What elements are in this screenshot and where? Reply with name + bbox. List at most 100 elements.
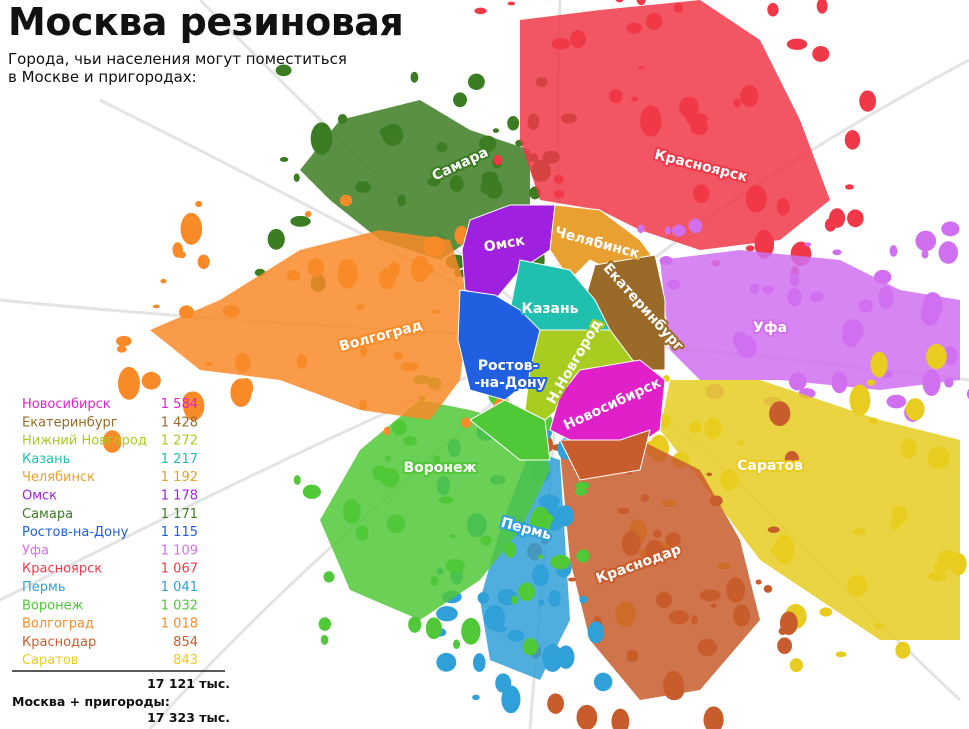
total: 17 121 тыс. (147, 676, 230, 691)
legend-value: 843 (173, 653, 198, 668)
suburb-patch (844, 129, 861, 150)
map-label: Уфа (753, 320, 787, 336)
suburb-patch (847, 209, 864, 228)
legend-value: 1 178 (161, 489, 198, 504)
suburb-patch (593, 672, 613, 692)
suburb-patch (905, 398, 925, 421)
suburb-patch (574, 487, 588, 496)
legend-name: Нижний Новгород (22, 434, 147, 449)
suburb-patch (777, 637, 793, 655)
suburb-patch (529, 506, 551, 538)
suburb-patch (672, 224, 686, 237)
suburb-patch (504, 542, 517, 558)
legend-value: 854 (173, 635, 198, 650)
suburb-patch (492, 128, 500, 133)
region (150, 230, 470, 420)
moscow-total: 17 323 тыс. (147, 710, 230, 725)
suburb-patch (275, 64, 292, 77)
suburb-patch (522, 638, 539, 656)
suburb-patch (745, 245, 755, 252)
suburb-patch (576, 549, 590, 563)
region (320, 400, 550, 620)
suburb-patch (116, 335, 132, 347)
legend-value: 1 171 (161, 507, 198, 522)
suburb-patch (568, 577, 576, 582)
suburb-patch (460, 417, 472, 428)
suburb-patch (966, 388, 969, 399)
suburb-patch (160, 278, 167, 284)
suburb-patch (866, 379, 876, 386)
suburb-patch (318, 617, 332, 631)
legend-name: Краснодар (22, 635, 96, 650)
suburb-patch (576, 704, 598, 729)
suburb-patch (845, 184, 854, 190)
legend-value: 1 428 (161, 415, 198, 430)
suburb-patch (279, 157, 289, 162)
suburb-patch (870, 351, 888, 378)
suburb-patch (501, 685, 521, 714)
suburb-patch (507, 1, 515, 6)
suburb-patch (769, 401, 791, 427)
legend-value: 1 272 (161, 434, 198, 449)
region (480, 450, 570, 680)
suburb-patch (116, 345, 127, 353)
suburb-patch (472, 653, 486, 672)
legend-name: Самара (22, 507, 73, 522)
suburb-patch (537, 554, 544, 559)
suburb-patch (664, 226, 671, 235)
suburb-patch (290, 215, 311, 227)
region (560, 440, 760, 700)
legend-name: Казань (22, 452, 70, 467)
suburb-patch (425, 617, 442, 640)
suburb-patch (886, 394, 907, 409)
suburb-patch (152, 304, 160, 309)
suburb-patch (859, 90, 877, 112)
suburb-patch (816, 0, 828, 14)
region (559, 429, 651, 481)
suburb-patch (579, 595, 588, 604)
suburb-patch (323, 571, 335, 583)
suburb-patch (789, 658, 803, 673)
legend-name: Екатеринбург (22, 415, 118, 430)
legend-value: 1 041 (161, 580, 198, 595)
region (469, 399, 551, 461)
suburb-patch (544, 514, 554, 524)
suburb-patch (611, 708, 630, 729)
subtitle: Города, чьи населения могут поместиться … (8, 50, 347, 86)
suburb-patch (889, 245, 898, 257)
suburb-patch (102, 430, 122, 453)
legend-value: 1 109 (161, 543, 198, 558)
suburb-patch (467, 73, 485, 91)
suburb-patch (453, 92, 467, 108)
suburb-patch (915, 230, 937, 252)
suburb-patch (293, 173, 300, 182)
suburb-patch (819, 607, 833, 617)
legend-name: Волгоград (22, 617, 94, 632)
suburb-patch (125, 392, 136, 400)
suburb-patch (587, 621, 605, 644)
legend-name: Воронеж (22, 598, 84, 613)
suburb-patch (941, 221, 960, 237)
suburb-patch (703, 706, 724, 729)
suburb-patch (784, 451, 799, 468)
title: Москва резиновая (8, 0, 404, 44)
suburb-patch (763, 584, 773, 593)
legend-value: 1 115 (161, 525, 198, 540)
regions (102, 0, 969, 729)
suburb-patch (436, 606, 458, 622)
map-label: Ростов- (478, 358, 539, 374)
moscow-label: Москва + пригороды: (12, 694, 170, 709)
suburb-patch (472, 694, 480, 701)
suburb-patch (804, 242, 812, 247)
legend-name: Омск (22, 489, 57, 504)
suburb-patch (547, 693, 565, 714)
suburb-patch (492, 154, 503, 166)
suburb-patch (320, 634, 329, 645)
legend-value: 1 192 (161, 470, 198, 485)
suburb-patch (408, 616, 422, 633)
suburb-patch (461, 617, 481, 645)
legend-value: 1 217 (161, 452, 198, 467)
legend-value: 1 584 (161, 397, 198, 412)
